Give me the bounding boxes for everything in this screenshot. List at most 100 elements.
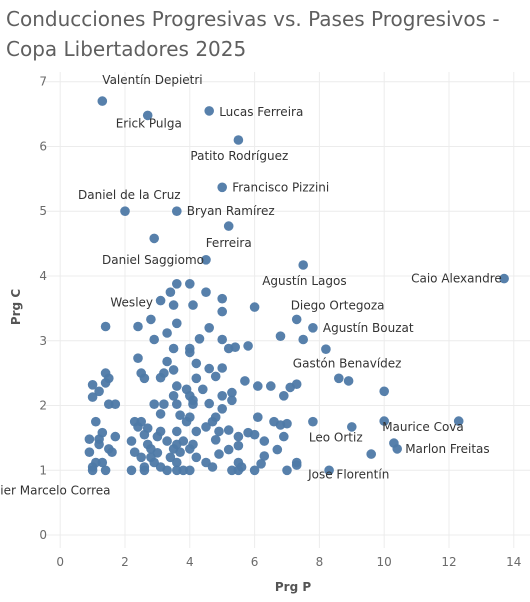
scatter-point[interactable] [227, 387, 237, 398]
scatter-point[interactable] [201, 422, 211, 432]
scatter-point[interactable] [107, 447, 117, 458]
scatter-point[interactable] [191, 358, 202, 369]
scatter-point[interactable] [191, 426, 202, 437]
scatter-point[interactable] [204, 106, 214, 116]
scatter-point[interactable] [133, 321, 143, 332]
scatter-point[interactable] [139, 465, 150, 476]
scatter-point[interactable] [162, 436, 172, 446]
scatter-point[interactable] [188, 399, 198, 410]
scatter-point[interactable] [129, 447, 140, 458]
scatter-point[interactable] [126, 436, 137, 446]
scatter-point[interactable] [139, 373, 150, 384]
scatter-point[interactable] [142, 110, 153, 121]
scatter-point[interactable] [201, 254, 211, 265]
scatter-point[interactable] [249, 302, 260, 312]
scatter-point[interactable] [236, 462, 247, 472]
scatter-point[interactable] [210, 371, 221, 382]
scatter-point[interactable] [279, 391, 289, 401]
scatter-point[interactable] [110, 431, 121, 442]
scatter-point[interactable] [133, 353, 143, 364]
scatter-point[interactable] [168, 391, 179, 401]
scatter-point[interactable] [188, 300, 198, 310]
scatter-point[interactable] [499, 273, 509, 284]
scatter-point[interactable] [97, 96, 108, 106]
scatter-point[interactable] [291, 460, 302, 470]
scatter-point[interactable] [97, 457, 108, 468]
scatter-point[interactable] [136, 452, 146, 463]
scatter-point[interactable] [223, 444, 234, 455]
scatter-point[interactable] [233, 431, 244, 442]
scatter-point[interactable] [126, 465, 137, 476]
scatter-point[interactable] [172, 381, 182, 391]
scatter-point[interactable] [334, 373, 344, 384]
scatter-point[interactable] [207, 462, 218, 472]
scatter-point[interactable] [94, 439, 104, 450]
scatter-point[interactable] [379, 386, 390, 397]
scatter-point[interactable] [201, 287, 211, 298]
scatter-point[interactable] [172, 279, 182, 289]
scatter-point[interactable] [185, 279, 195, 289]
scatter-point[interactable] [172, 399, 182, 410]
scatter-point[interactable] [181, 416, 192, 427]
scatter-point[interactable] [149, 399, 159, 410]
scatter-point[interactable] [168, 300, 179, 310]
scatter-point[interactable] [453, 416, 464, 426]
scatter-point[interactable] [94, 386, 104, 397]
scatter-point[interactable] [298, 334, 309, 345]
scatter-point[interactable] [162, 356, 172, 367]
scatter-point[interactable] [87, 465, 98, 476]
scatter-point[interactable] [165, 452, 176, 463]
scatter-point[interactable] [168, 343, 179, 354]
scatter-point[interactable] [152, 431, 163, 442]
scatter-point[interactable] [252, 412, 263, 423]
scatter-point[interactable] [223, 425, 234, 435]
scatter-point[interactable] [249, 465, 260, 476]
scatter-point[interactable] [100, 321, 111, 332]
scatter-point[interactable] [259, 451, 270, 461]
scatter-point[interactable] [217, 293, 227, 304]
scatter-point[interactable] [185, 465, 195, 476]
scatter-point[interactable] [308, 416, 318, 427]
scatter-point[interactable] [233, 135, 244, 145]
scatter-point[interactable] [217, 404, 227, 414]
scatter-point[interactable] [191, 452, 202, 463]
scatter-point[interactable] [204, 323, 214, 333]
scatter-point[interactable] [249, 429, 260, 440]
scatter-point[interactable] [149, 233, 159, 244]
scatter-point[interactable] [155, 295, 166, 306]
scatter-point[interactable] [185, 444, 195, 454]
scatter-point[interactable] [217, 306, 227, 317]
scatter-point[interactable] [240, 376, 250, 386]
scatter-point[interactable] [168, 365, 179, 375]
scatter-point[interactable] [155, 372, 166, 383]
scatter-point[interactable] [149, 334, 159, 345]
scatter-point[interactable] [91, 416, 101, 427]
scatter-point[interactable] [324, 465, 334, 476]
scatter-point[interactable] [139, 429, 150, 440]
scatter-point[interactable] [172, 426, 182, 437]
scatter-point[interactable] [172, 457, 182, 468]
scatter-point[interactable] [230, 342, 240, 353]
scatter-point[interactable] [259, 436, 270, 446]
scatter-point[interactable] [279, 431, 289, 442]
scatter-point[interactable] [308, 323, 318, 333]
scatter-point[interactable] [155, 409, 166, 419]
scatter-point[interactable] [146, 314, 156, 325]
scatter-point[interactable] [217, 391, 227, 401]
scatter-point[interactable] [256, 459, 266, 469]
scatter-point[interactable] [275, 331, 286, 342]
scatter-point[interactable] [110, 399, 121, 410]
scatter-point[interactable] [87, 392, 98, 402]
scatter-point[interactable] [84, 447, 95, 458]
scatter-point[interactable] [347, 422, 357, 432]
scatter-point[interactable] [194, 334, 205, 344]
scatter-point[interactable] [185, 347, 195, 358]
scatter-point[interactable] [291, 314, 302, 325]
scatter-point[interactable] [100, 378, 111, 388]
scatter-point[interactable] [100, 465, 111, 476]
scatter-point[interactable] [227, 395, 237, 406]
scatter-point[interactable] [217, 182, 227, 193]
scatter-point[interactable] [87, 380, 98, 390]
scatter-point[interactable] [175, 447, 185, 458]
scatter-point[interactable] [379, 416, 390, 426]
